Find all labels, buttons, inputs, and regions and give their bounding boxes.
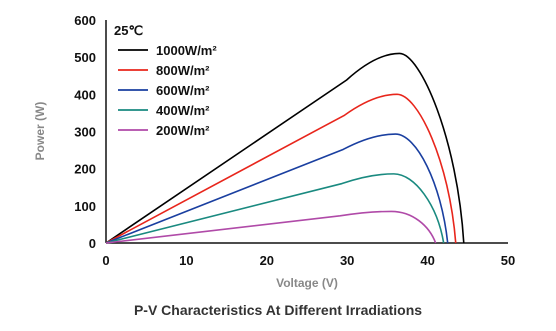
y-axis-title: Power (W) [33,102,47,161]
y-tick-label: 100 [74,199,96,214]
y-tick-label: 600 [74,13,96,28]
legend-label: 400W/m² [156,103,210,118]
legend-label: 200W/m² [156,123,210,138]
x-tick-label: 30 [340,253,354,268]
x-axis-title: Voltage (V) [276,276,338,290]
legend-label: 800W/m² [156,63,210,78]
x-tick-label: 40 [420,253,434,268]
legend-label: 1000W/m² [156,43,217,58]
series-line-2 [105,93,457,244]
x-tick-label: 0 [102,253,109,268]
series-line-4 [105,173,445,244]
series-layer [105,52,465,244]
y-tick-label: 500 [74,50,96,65]
y-tick-label: 200 [74,162,96,177]
figure-caption: P-V Characteristics At Different Irradia… [133,302,423,318]
x-tick-label: 20 [260,253,274,268]
legend-label: 600W/m² [156,83,210,98]
plot-frame [105,20,508,244]
y-tick-label: 300 [74,125,96,140]
series-line-3 [105,133,449,244]
x-tick-label: 50 [501,253,515,268]
series-line-1 [105,52,465,244]
y-tick-label: 0 [89,236,96,251]
y-tick-label: 400 [74,87,96,102]
temperature-annotation: 25℃ [114,23,143,38]
series-line-5 [105,210,437,244]
legend: 1000W/m² 800W/m² 600W/m² 400W/m² 200W/m² [118,43,217,138]
x-tick-label: 10 [179,253,193,268]
